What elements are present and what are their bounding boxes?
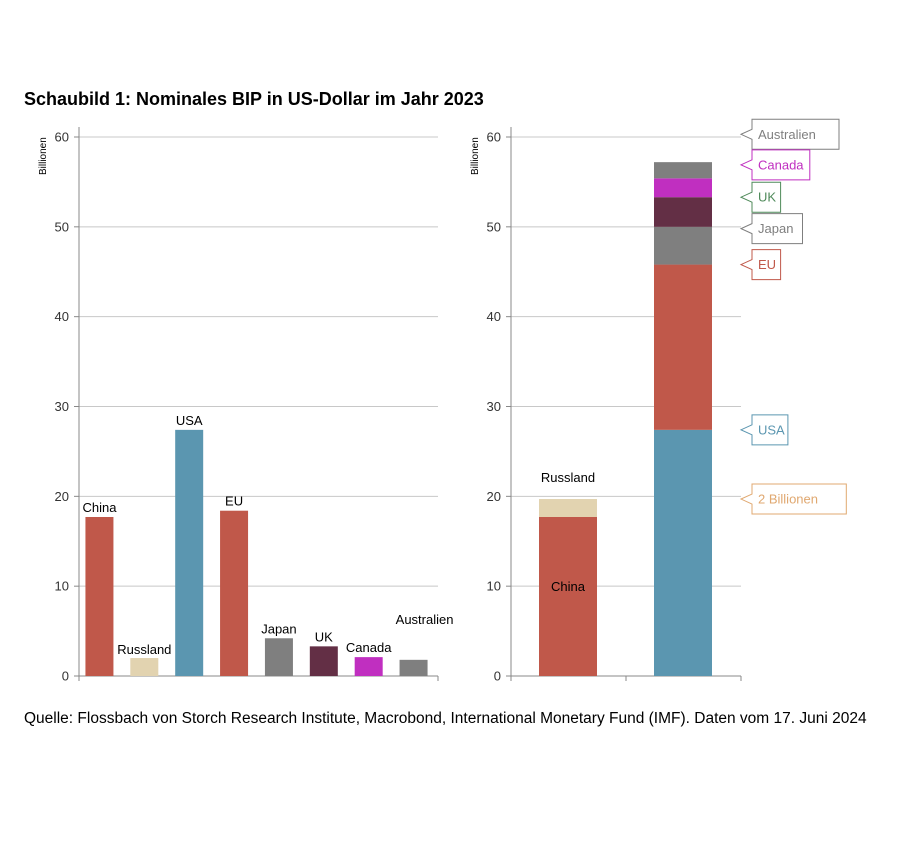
left-y-unit-label: Billionen bbox=[38, 137, 49, 175]
right-y-unit-label: Billionen bbox=[470, 137, 481, 175]
callout-box-canada bbox=[739, 149, 811, 181]
callout-label-eu: EU bbox=[758, 257, 776, 272]
stack-2-segment-japan bbox=[654, 226, 712, 265]
stack-2-segment-uk bbox=[654, 197, 712, 227]
bar-label-russland: Russland bbox=[117, 642, 171, 657]
right-y-tick-label: 0 bbox=[494, 669, 501, 684]
left-y-tick-label: 40 bbox=[55, 309, 69, 324]
bar-label-uk: UK bbox=[315, 629, 333, 644]
stack-2-segment-australien bbox=[654, 162, 712, 179]
callout-box-uk bbox=[739, 181, 782, 213]
right-y-tick-label: 50 bbox=[487, 219, 501, 234]
left-y-tick-label: 50 bbox=[55, 219, 69, 234]
callout-box-japan bbox=[739, 213, 803, 245]
bar-label-japan: Japan bbox=[261, 621, 296, 636]
stack-1-segment-china bbox=[539, 516, 597, 676]
callout-label-usa: USA bbox=[758, 422, 785, 437]
right-y-tick-label: 40 bbox=[487, 309, 501, 324]
callout-label-2-billionen: 2 Billionen bbox=[758, 492, 818, 507]
right-y-tick-label: 30 bbox=[487, 399, 501, 414]
callout-box-usa bbox=[739, 414, 789, 446]
left-y-tick-label: 60 bbox=[55, 130, 69, 145]
bar-eu bbox=[220, 510, 249, 676]
chart-title: Schaubild 1: Nominales BIP in US-Dollar … bbox=[24, 89, 484, 109]
stack-2-segment-canada bbox=[654, 178, 712, 198]
left-y-tick-label: 0 bbox=[62, 669, 69, 684]
right-y-tick-label: 60 bbox=[487, 130, 501, 145]
callout-box-2-billionen bbox=[739, 483, 847, 515]
stack-1-inner-label: China bbox=[551, 579, 586, 594]
left-y-tick-label: 10 bbox=[55, 579, 69, 594]
left-y-tick-label: 30 bbox=[55, 399, 69, 414]
stack-2-segment-usa bbox=[654, 429, 712, 676]
right-stacked-chart: 0 10 20 30 40 50 60 Billionen China Russland Austr… bbox=[470, 118, 847, 684]
bar-china bbox=[85, 516, 114, 676]
callout-label-japan: Japan bbox=[758, 221, 793, 236]
callout-label-australien: Australien bbox=[758, 127, 816, 142]
right-y-tick-label: 10 bbox=[487, 579, 501, 594]
left-bar-chart: 0 10 20 30 40 50 60 Billionen China Russland USA EU… bbox=[38, 127, 453, 684]
bar-label-australien: Australien bbox=[396, 612, 454, 627]
bar-japan bbox=[264, 638, 293, 676]
bar-canada bbox=[354, 657, 383, 676]
bar-australien bbox=[399, 659, 428, 676]
callout-label-canada: Canada bbox=[758, 157, 804, 172]
source-note: Quelle: Flossbach von Storch Research In… bbox=[24, 710, 867, 727]
bar-usa bbox=[175, 429, 204, 676]
callout-label-uk: UK bbox=[758, 190, 776, 205]
stack-2-segment-eu bbox=[654, 264, 712, 430]
left-y-tick-label: 20 bbox=[55, 489, 69, 504]
bar-label-eu: EU bbox=[225, 494, 243, 509]
stack-1-segment-russland bbox=[539, 499, 597, 517]
bar-label-canada: Canada bbox=[346, 640, 392, 655]
bar-russland bbox=[130, 658, 159, 676]
stack-1-top-label: Russland bbox=[541, 470, 595, 485]
bar-label-usa: USA bbox=[176, 413, 203, 428]
bar-uk bbox=[309, 646, 338, 676]
callout-box-australien bbox=[739, 118, 840, 150]
right-y-tick-label: 20 bbox=[487, 489, 501, 504]
callout-box-eu bbox=[739, 249, 782, 281]
bar-label-china: China bbox=[82, 500, 117, 515]
